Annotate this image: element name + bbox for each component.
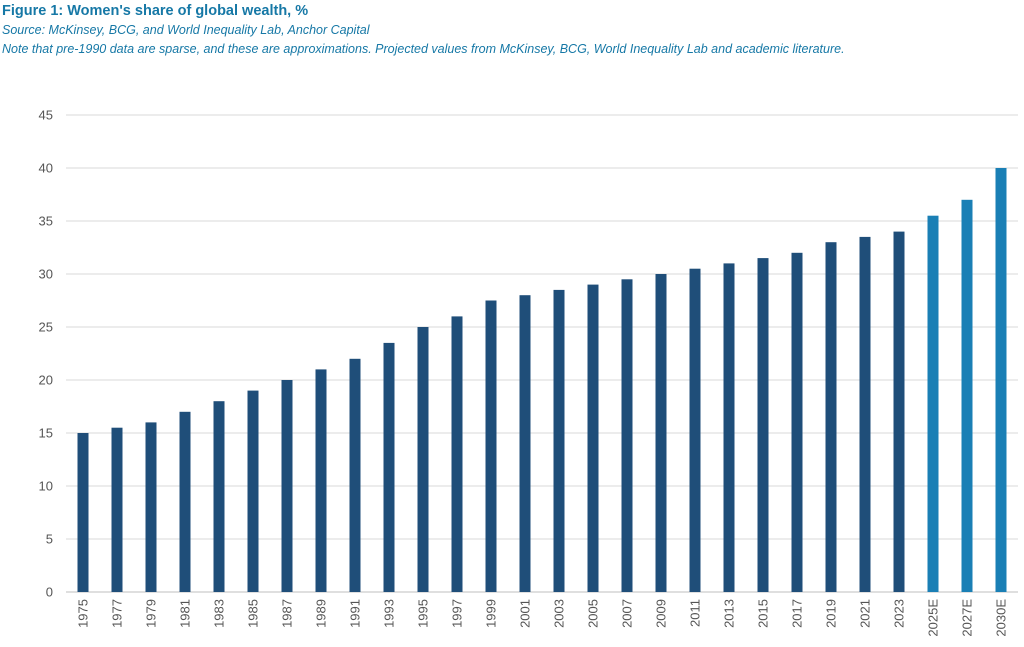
y-tick-label: 30 — [39, 267, 53, 282]
y-tick-label: 0 — [46, 585, 53, 600]
bar — [451, 316, 463, 592]
y-tick-label: 45 — [39, 108, 53, 123]
bar — [485, 300, 497, 592]
bar — [145, 422, 157, 592]
x-tick-label: 1985 — [246, 599, 261, 628]
x-tick-label: 1993 — [382, 599, 397, 628]
figure-source: Source: McKinsey, BCG, and World Inequal… — [2, 23, 370, 37]
y-tick-label: 10 — [39, 479, 53, 494]
bar — [111, 427, 123, 592]
bar — [77, 433, 89, 592]
x-tick-label: 2013 — [722, 599, 737, 628]
y-tick-label: 5 — [46, 532, 53, 547]
bar — [689, 268, 701, 592]
x-tick-label: 1977 — [110, 599, 125, 628]
figure-title: Figure 1: Women's share of global wealth… — [2, 3, 309, 19]
x-tick-label: 2023 — [892, 599, 907, 628]
x-tick-label: 2009 — [654, 599, 669, 628]
x-tick-label: 2021 — [858, 599, 873, 628]
x-tick-label: 2011 — [688, 599, 703, 627]
x-tick-label: 2017 — [790, 599, 805, 628]
y-tick-label: 35 — [39, 214, 53, 229]
x-tick-label: 1995 — [416, 599, 431, 628]
bar — [213, 401, 225, 592]
bar — [519, 295, 531, 592]
x-tick-label: 1989 — [314, 599, 329, 628]
bar — [859, 236, 871, 592]
x-tick-label: 2007 — [620, 599, 635, 628]
x-tick-label: 1991 — [348, 599, 363, 628]
bar — [655, 274, 667, 592]
x-tick-label: 2003 — [552, 599, 567, 628]
bar — [315, 369, 327, 592]
bar — [621, 279, 633, 592]
bar — [383, 342, 395, 592]
bar — [893, 231, 905, 592]
bar — [417, 327, 429, 592]
x-tick-label: 2001 — [518, 599, 533, 628]
bar — [349, 358, 361, 592]
bar — [179, 411, 191, 592]
y-tick-label: 40 — [39, 161, 53, 176]
x-tick-label: 1981 — [178, 599, 193, 628]
bar — [961, 199, 973, 593]
y-tick-label: 15 — [39, 426, 53, 441]
x-tick-label: 2030E — [994, 599, 1009, 637]
bar — [553, 289, 565, 592]
x-tick-label: 1983 — [212, 599, 227, 628]
x-tick-label: 2019 — [824, 599, 839, 628]
bar — [247, 390, 259, 592]
bar — [757, 258, 769, 592]
x-tick-label: 1987 — [280, 599, 295, 628]
x-tick-label: 1999 — [484, 599, 499, 628]
x-tick-label: 1997 — [450, 599, 465, 628]
x-tick-label: 2005 — [586, 599, 601, 628]
x-tick-label: 2025E — [926, 599, 941, 637]
bar — [927, 215, 939, 592]
bar — [791, 252, 803, 593]
x-tick-label: 1979 — [144, 599, 159, 628]
bar — [587, 284, 599, 592]
bar — [281, 380, 293, 592]
x-tick-label: 2027E — [960, 599, 975, 637]
figure-header: Figure 1: Women's share of global wealth… — [2, 2, 1020, 59]
y-tick-label: 25 — [39, 320, 53, 335]
x-tick-label: 2015 — [756, 599, 771, 628]
x-tick-label: 1975 — [76, 599, 91, 628]
bar — [723, 263, 735, 592]
bar — [825, 242, 837, 592]
y-tick-label: 20 — [39, 373, 53, 388]
figure-note: Note that pre-1990 data are sparse, and … — [2, 42, 845, 56]
bar — [995, 168, 1007, 592]
